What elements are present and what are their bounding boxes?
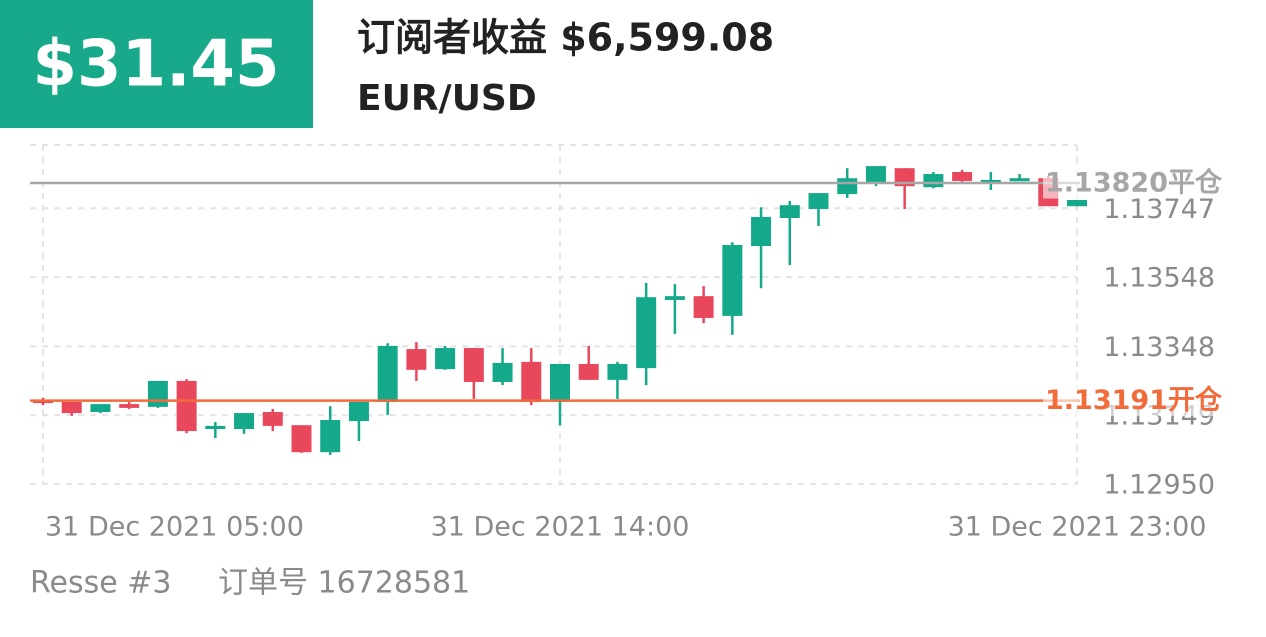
candle-body — [1009, 178, 1030, 182]
candle-body — [808, 193, 829, 209]
candle-body — [980, 179, 1001, 183]
title: 订阅者收益 $6,599.08 — [357, 16, 774, 60]
candle-body — [90, 404, 111, 413]
pnl: $31.45 — [33, 28, 280, 102]
pnl-badge — [0, 0, 313, 128]
account: Resse #3 — [30, 566, 171, 601]
reference-label: 1.13820平仓 — [1045, 168, 1223, 199]
candle-body — [722, 244, 743, 316]
candle-body — [865, 166, 886, 183]
candle-body — [492, 362, 513, 382]
y-tick-label: 1.13548 — [1103, 263, 1215, 294]
candle-body — [205, 425, 226, 429]
candle-body — [607, 363, 628, 380]
x-tick-label: 31 Dec 2021 05:00 — [45, 512, 304, 543]
y-tick-label: 1.13348 — [1103, 332, 1215, 363]
candle-body — [320, 420, 341, 453]
candle-body — [550, 363, 570, 403]
candle-body — [262, 412, 283, 426]
candle-body — [176, 380, 197, 432]
reference-label-bg — [1043, 385, 1225, 417]
candle-body — [751, 216, 772, 247]
candle-body — [463, 348, 484, 382]
x-tick-label: 31 Dec 2021 23:00 — [948, 512, 1207, 543]
candle-body — [894, 168, 915, 187]
candle-body — [377, 345, 398, 403]
order-number: 订单号 16728581 — [218, 566, 470, 601]
y-tick-label: 1.12950 — [1103, 470, 1215, 501]
candle-body — [578, 363, 599, 380]
reference-label: 1.13191开仓 — [1045, 385, 1223, 416]
candle-body — [837, 178, 858, 195]
candle-body — [779, 205, 800, 218]
candle-body — [291, 425, 312, 453]
candle-body — [147, 380, 168, 407]
candle-body — [406, 349, 427, 370]
candle-body — [119, 404, 140, 408]
candle-body — [636, 297, 657, 369]
candle-body — [693, 296, 714, 318]
candle-body — [664, 296, 685, 300]
candle-body — [1067, 200, 1087, 207]
x-tick-label: 31 Dec 2021 14:00 — [431, 512, 690, 543]
y-tick-label: 1.13747 — [1103, 194, 1215, 225]
candle-body — [521, 361, 542, 403]
candle-body — [234, 413, 255, 429]
candle-body — [435, 348, 456, 370]
reference-label-bg — [1043, 167, 1225, 199]
candle-body — [923, 174, 944, 188]
candle-body — [61, 402, 82, 414]
candle-body — [952, 171, 973, 181]
symbol: EUR/USD — [357, 78, 537, 119]
candle-body — [348, 402, 369, 422]
